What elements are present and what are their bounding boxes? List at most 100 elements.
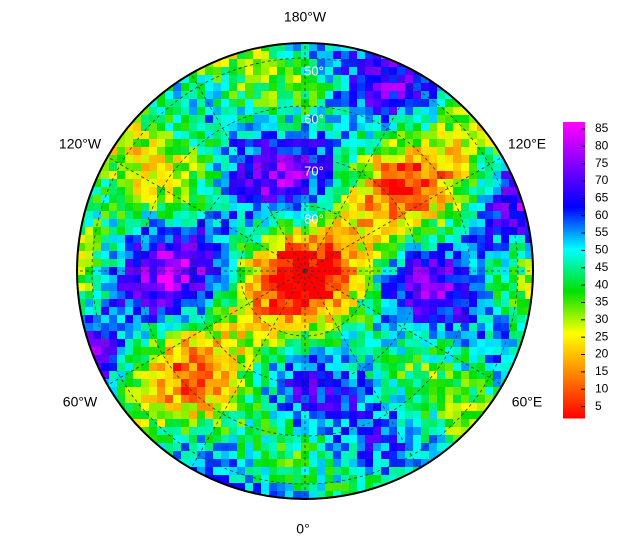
- data-cell: [141, 403, 150, 412]
- data-cell: [525, 291, 533, 300]
- data-cell: [421, 323, 430, 332]
- data-cell: [181, 403, 190, 412]
- data-cell: [133, 291, 142, 300]
- data-cell: [397, 67, 406, 76]
- data-cell: [301, 403, 310, 412]
- data-cell: [453, 323, 462, 332]
- data-cell: [181, 187, 190, 196]
- colorbar-step: [563, 332, 585, 335]
- data-cell: [117, 315, 126, 324]
- data-cell: [309, 355, 318, 364]
- data-cell: [189, 339, 198, 348]
- data-cell: [421, 315, 430, 324]
- data-cell: [293, 131, 302, 140]
- data-cell: [437, 259, 446, 268]
- data-cell: [85, 219, 94, 228]
- data-cell: [429, 315, 438, 324]
- data-cell: [341, 147, 350, 156]
- data-cell: [437, 443, 446, 452]
- data-cell: [293, 243, 302, 252]
- data-cell: [109, 331, 118, 340]
- data-cell: [277, 131, 286, 140]
- data-cell: [373, 299, 382, 308]
- data-cell: [509, 179, 518, 188]
- data-cell: [269, 107, 278, 116]
- data-cell: [93, 267, 102, 276]
- data-cell: [349, 155, 358, 164]
- data-cell: [205, 131, 214, 140]
- data-cell: [469, 211, 478, 220]
- data-cell: [405, 347, 414, 356]
- data-cell: [197, 67, 206, 76]
- data-cell: [293, 75, 302, 84]
- data-cell: [461, 363, 470, 372]
- data-cell: [93, 283, 102, 292]
- data-cell: [413, 219, 422, 228]
- data-cell: [197, 339, 206, 348]
- data-cell: [237, 83, 246, 92]
- colorbar-step: [563, 276, 585, 279]
- data-cell: [237, 395, 246, 404]
- data-cell: [493, 299, 502, 308]
- data-cell: [461, 387, 470, 396]
- colorbar-step: [563, 364, 585, 367]
- colorbar-step: [563, 414, 585, 417]
- data-cell: [373, 179, 382, 188]
- data-cell: [493, 147, 502, 156]
- data-cell: [485, 267, 494, 276]
- data-cell: [357, 387, 366, 396]
- data-cell: [333, 243, 342, 252]
- data-cell: [125, 139, 134, 148]
- colorbar-step: [563, 308, 585, 311]
- data-cell: [333, 307, 342, 316]
- data-cell: [149, 435, 158, 444]
- data-cell: [333, 251, 342, 260]
- data-cell: [389, 131, 398, 140]
- data-cell: [325, 195, 334, 204]
- data-cell: [221, 371, 230, 380]
- data-cell: [437, 123, 446, 132]
- data-cell: [405, 283, 414, 292]
- data-cell: [341, 187, 350, 196]
- data-cell: [437, 131, 446, 140]
- data-cell: [237, 203, 246, 212]
- data-cell: [461, 379, 470, 388]
- data-cell: [325, 83, 334, 92]
- data-cell: [389, 299, 398, 308]
- data-cell: [149, 123, 158, 132]
- data-cell: [437, 379, 446, 388]
- data-cell: [229, 291, 238, 300]
- data-cell: [461, 123, 470, 132]
- lat-label: 50°: [304, 63, 324, 78]
- data-cell: [469, 243, 478, 252]
- data-cell: [125, 403, 134, 412]
- data-cell: [429, 99, 438, 108]
- data-cell: [149, 355, 158, 364]
- data-cell: [365, 139, 374, 148]
- data-cell: [253, 163, 262, 172]
- data-cell: [213, 459, 222, 468]
- colorbar-step: [563, 222, 585, 225]
- data-cell: [149, 243, 158, 252]
- data-cell: [469, 315, 478, 324]
- data-cell: [357, 371, 366, 380]
- data-cell: [213, 107, 222, 116]
- data-cell: [373, 451, 382, 460]
- data-cell: [253, 451, 262, 460]
- data-cell: [453, 387, 462, 396]
- data-cell: [341, 163, 350, 172]
- data-cell: [445, 355, 454, 364]
- data-cell: [501, 211, 510, 220]
- data-cell: [485, 347, 494, 356]
- data-cell: [245, 283, 254, 292]
- data-cell: [341, 451, 350, 460]
- colorbar-step: [563, 362, 585, 365]
- data-cell: [229, 251, 238, 260]
- data-cell: [189, 123, 198, 132]
- data-cell: [221, 419, 230, 428]
- data-cell: [461, 331, 470, 340]
- data-cell: [237, 475, 246, 484]
- data-cell: [221, 443, 230, 452]
- data-cell: [477, 139, 486, 148]
- data-cell: [485, 147, 494, 156]
